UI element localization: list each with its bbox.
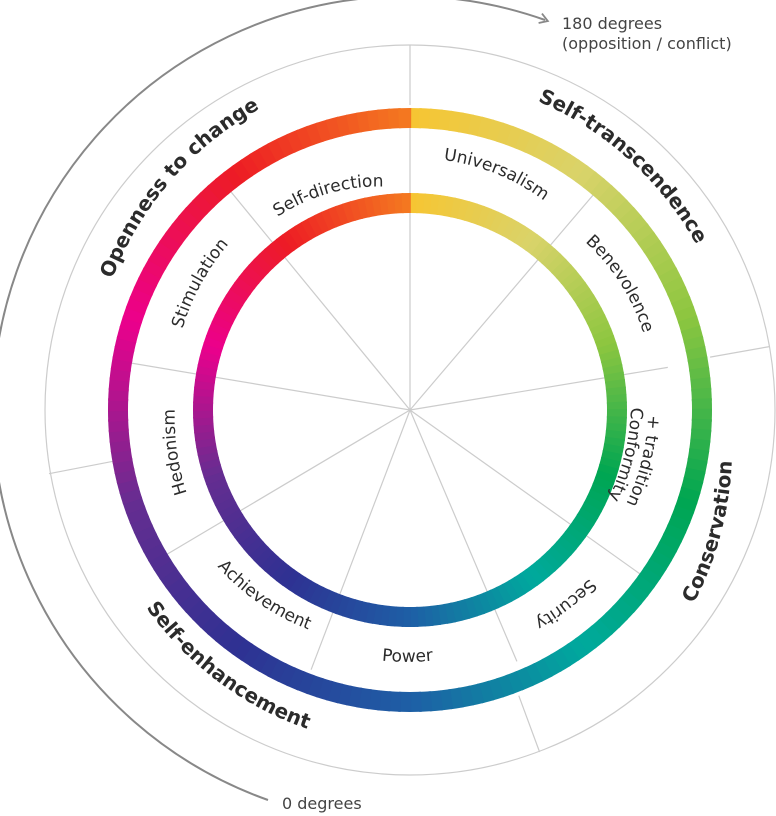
divider-conformity-security: [409, 409, 642, 575]
divider-hedonism-stimulation: [121, 360, 411, 411]
degrees-180-line1: 180 degrees: [562, 14, 663, 33]
degrees-0-label: 0 degrees: [282, 794, 362, 813]
inner-spectrum-ring: [192, 192, 628, 628]
divider-selftranscendence-conservation: [709, 346, 770, 358]
value-divider-lines: [121, 113, 668, 670]
outer-spectrum-ring: [107, 107, 713, 713]
divider-security-power: [409, 409, 518, 662]
divider-universalism-benevolence: [409, 193, 595, 411]
divider-selfenhancement-openness: [48, 458, 124, 475]
divider-benevolence-conformity: [409, 366, 668, 411]
divider-stimulation-selfdirection: [230, 191, 411, 411]
label-power: Power: [381, 646, 433, 667]
divider-achievement-hedonism: [165, 409, 411, 556]
degrees-180-label: 180 degrees (opposition / conflict): [562, 14, 732, 54]
divider-conservation-selfenhancement: [518, 695, 541, 753]
degrees-arc-arrow: [0, 0, 550, 801]
group-divider-lines: [48, 45, 770, 753]
divider-power-achievement: [310, 409, 411, 670]
degrees-180-line2: (opposition / conflict): [562, 34, 732, 53]
